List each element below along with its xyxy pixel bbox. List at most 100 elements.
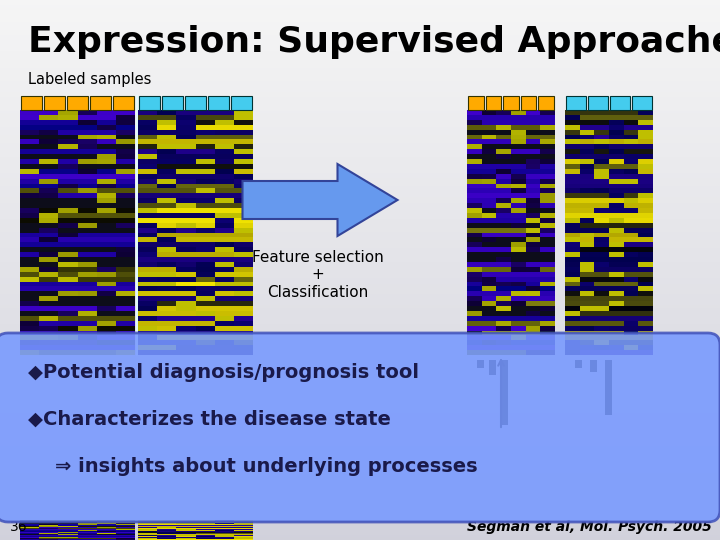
Bar bbox=[0, 219, 720, 221]
Bar bbox=[234, 227, 253, 233]
Bar bbox=[116, 222, 135, 227]
Bar bbox=[138, 154, 253, 159]
Bar bbox=[565, 115, 580, 120]
Bar bbox=[96, 134, 116, 139]
Bar bbox=[0, 356, 720, 359]
Bar bbox=[0, 502, 720, 505]
Bar bbox=[0, 508, 720, 510]
Bar bbox=[0, 300, 720, 302]
Bar bbox=[0, 73, 720, 76]
Bar bbox=[609, 193, 624, 198]
Bar bbox=[138, 203, 253, 208]
Bar bbox=[113, 96, 134, 110]
Bar bbox=[482, 340, 496, 345]
Bar bbox=[0, 294, 720, 297]
Bar bbox=[467, 120, 482, 125]
Bar bbox=[234, 110, 253, 115]
Bar bbox=[609, 149, 624, 154]
Bar bbox=[565, 218, 580, 222]
Bar bbox=[565, 218, 653, 222]
Bar bbox=[20, 276, 135, 281]
Bar bbox=[511, 130, 526, 134]
Bar bbox=[496, 306, 511, 311]
Bar bbox=[540, 218, 555, 222]
Bar bbox=[539, 96, 554, 110]
Bar bbox=[0, 159, 720, 162]
Bar bbox=[482, 213, 496, 218]
Bar bbox=[138, 281, 157, 286]
Bar bbox=[234, 291, 253, 296]
Bar bbox=[0, 57, 720, 59]
Bar bbox=[20, 335, 39, 340]
Bar bbox=[467, 110, 555, 115]
Bar bbox=[96, 321, 116, 326]
Bar bbox=[138, 345, 253, 350]
Bar bbox=[0, 0, 720, 3]
Bar bbox=[157, 184, 176, 188]
Bar bbox=[467, 144, 555, 149]
Bar bbox=[96, 184, 116, 188]
Bar bbox=[0, 81, 720, 84]
Bar bbox=[609, 169, 624, 174]
Text: 36: 36 bbox=[10, 520, 27, 534]
Bar bbox=[116, 169, 135, 174]
Bar bbox=[526, 330, 540, 335]
Bar bbox=[138, 139, 253, 144]
Bar bbox=[138, 149, 253, 154]
Bar bbox=[90, 96, 111, 110]
Bar bbox=[580, 242, 594, 247]
Bar bbox=[511, 330, 526, 335]
Bar bbox=[20, 267, 135, 272]
Bar bbox=[467, 267, 482, 272]
Bar bbox=[0, 375, 720, 378]
Bar bbox=[157, 247, 176, 252]
Bar bbox=[0, 535, 720, 537]
Bar bbox=[565, 188, 653, 193]
Bar bbox=[138, 272, 157, 276]
Bar bbox=[565, 311, 580, 316]
Bar bbox=[0, 392, 720, 394]
Bar bbox=[609, 134, 624, 139]
Bar bbox=[0, 284, 720, 286]
Bar bbox=[0, 348, 720, 351]
Bar bbox=[0, 378, 720, 381]
Bar bbox=[139, 96, 160, 110]
Bar bbox=[196, 179, 215, 184]
Bar bbox=[624, 198, 639, 203]
Bar bbox=[116, 252, 135, 257]
Bar bbox=[138, 110, 253, 115]
Bar bbox=[565, 238, 653, 242]
Bar bbox=[0, 216, 720, 219]
Bar bbox=[639, 345, 653, 350]
Bar bbox=[0, 213, 720, 216]
Bar bbox=[565, 227, 653, 233]
Bar bbox=[565, 134, 653, 139]
Bar bbox=[0, 338, 720, 340]
Bar bbox=[496, 296, 511, 301]
Bar bbox=[0, 24, 720, 27]
Bar bbox=[467, 179, 482, 184]
Bar bbox=[138, 345, 157, 350]
Bar bbox=[138, 169, 253, 174]
Bar bbox=[565, 286, 653, 291]
Bar bbox=[540, 281, 555, 286]
Bar bbox=[0, 321, 720, 324]
Bar bbox=[0, 192, 720, 194]
Bar bbox=[565, 272, 653, 276]
Bar bbox=[116, 247, 135, 252]
Bar bbox=[511, 139, 526, 144]
Bar bbox=[116, 120, 135, 125]
Bar bbox=[0, 400, 720, 402]
Bar bbox=[96, 198, 116, 203]
Bar bbox=[467, 296, 482, 301]
Bar bbox=[215, 179, 234, 184]
Bar bbox=[176, 276, 196, 281]
Bar bbox=[0, 230, 720, 232]
Bar bbox=[467, 227, 555, 233]
Bar bbox=[0, 451, 720, 454]
Bar bbox=[234, 149, 253, 154]
Bar bbox=[0, 5, 720, 8]
Bar bbox=[0, 197, 720, 200]
Bar bbox=[138, 174, 253, 179]
Bar bbox=[565, 110, 653, 115]
